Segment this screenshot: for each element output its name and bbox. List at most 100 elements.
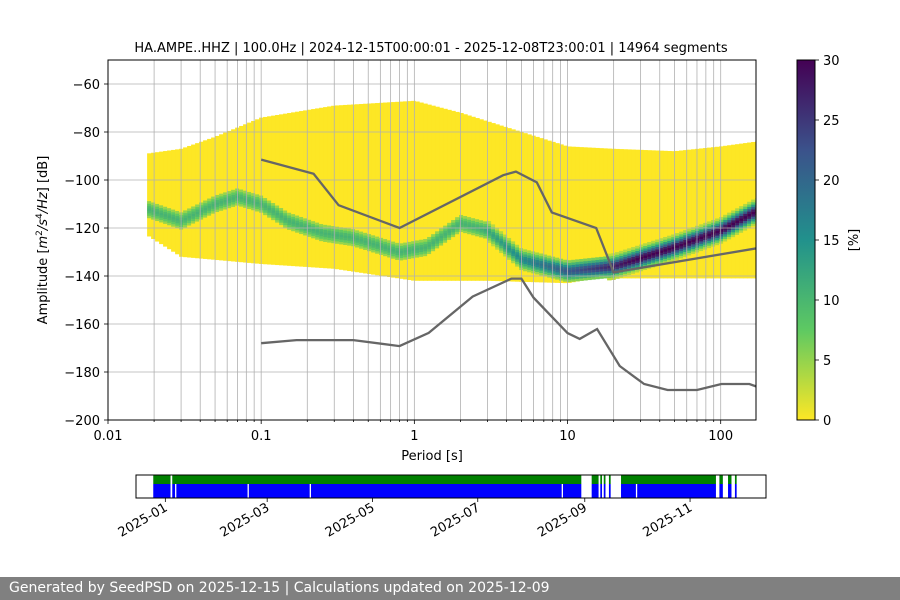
psd-mode-cell bbox=[383, 239, 388, 242]
psd-mode-cell bbox=[363, 242, 368, 246]
psd-mode-cell bbox=[443, 228, 448, 231]
psd-mode-cell bbox=[643, 262, 648, 266]
psd-mode-cell bbox=[739, 230, 744, 233]
psd-mode-cell bbox=[527, 267, 532, 270]
psd-mode-cell bbox=[299, 221, 304, 225]
psd-mode-cell bbox=[647, 261, 652, 264]
psd-mode-cell bbox=[499, 240, 504, 244]
psd-mode-cell bbox=[511, 255, 516, 259]
psd-band-cell bbox=[591, 147, 596, 279]
plot-area bbox=[108, 60, 756, 420]
psd-mode-cell bbox=[731, 224, 736, 228]
psd-mode-cell bbox=[363, 237, 368, 241]
psd-mode-cell bbox=[487, 223, 492, 227]
psd-mode-cell bbox=[379, 240, 384, 243]
psd-mode-cell bbox=[619, 272, 624, 276]
psd-band-cell bbox=[619, 149, 624, 279]
psd-band-cell bbox=[687, 149, 692, 279]
psd-mode-cell bbox=[331, 233, 336, 236]
psd-mode-cell bbox=[651, 262, 656, 266]
psd-mode-cell bbox=[343, 239, 348, 243]
psd-mode-cell bbox=[503, 241, 508, 245]
psd-mode-cell bbox=[747, 211, 752, 215]
psd-band-cell bbox=[291, 112, 296, 267]
psd-mode-cell bbox=[275, 210, 280, 214]
psd-mode-cell bbox=[567, 269, 572, 273]
psd-mode-cell bbox=[463, 225, 468, 229]
psd-mode-cell bbox=[707, 226, 712, 229]
psd-mode-cell bbox=[279, 212, 284, 216]
psd-mode-cell bbox=[335, 233, 340, 237]
psd-mode-cell bbox=[675, 257, 680, 260]
psd-mode-cell bbox=[675, 254, 680, 258]
psd-mode-cell bbox=[327, 225, 332, 229]
psd-band-cell bbox=[539, 138, 544, 283]
psd-mode-cell bbox=[663, 258, 668, 262]
psd-mode-cell bbox=[471, 225, 476, 229]
psd-mode-cell bbox=[735, 232, 740, 235]
psd-mode-cell bbox=[719, 221, 724, 225]
psd-mode-cell bbox=[603, 258, 608, 262]
y-axis: −60 −80 −100 −120 −140 −160 −180 −200 bbox=[64, 78, 108, 429]
psd-mode-cell bbox=[427, 246, 432, 250]
psd-mode-cell bbox=[307, 224, 312, 228]
psd-mode-cell bbox=[391, 248, 396, 252]
psd-mode-cell bbox=[503, 239, 508, 243]
psd-mode-cell bbox=[723, 222, 728, 225]
psd-mode-cell bbox=[667, 247, 672, 251]
psd-heatmap bbox=[147, 100, 756, 284]
psd-mode-cell bbox=[627, 272, 632, 276]
psd-mode-cell bbox=[403, 247, 408, 251]
psd-mode-cell bbox=[663, 246, 668, 250]
psd-mode-cell bbox=[655, 258, 660, 262]
psd-mode-cell bbox=[731, 222, 736, 226]
psd-mode-cell bbox=[419, 239, 424, 243]
psd-figure: HA.AMPE..HHZ | 100.0Hz | 2024-12-15T00:0… bbox=[35, 41, 862, 541]
psd-mode-cell bbox=[383, 241, 388, 245]
psd-mode-cell bbox=[579, 270, 584, 274]
psd-mode-cell bbox=[627, 248, 632, 252]
psd-band-cell bbox=[307, 109, 312, 268]
psd-mode-cell bbox=[147, 205, 152, 209]
psd-mode-cell bbox=[407, 249, 412, 252]
psd-mode-cell bbox=[375, 248, 380, 252]
psd-mode-cell bbox=[655, 246, 660, 250]
psd-mode-cell bbox=[255, 201, 260, 205]
psd-mode-cell bbox=[699, 231, 704, 235]
psd-mode-cell bbox=[707, 235, 712, 239]
psd-mode-cell bbox=[715, 240, 720, 243]
psd-mode-cell bbox=[551, 256, 556, 260]
psd-mode-cell bbox=[583, 258, 588, 262]
psd-mode-cell bbox=[523, 249, 528, 253]
psd-mode-cell bbox=[151, 207, 156, 211]
psd-mode-cell bbox=[147, 203, 152, 207]
psd-mode-cell bbox=[567, 277, 572, 280]
psd-mode-cell bbox=[367, 238, 372, 242]
psd-mode-cell bbox=[479, 234, 484, 238]
psd-mode-cell bbox=[603, 268, 608, 272]
psd-mode-cell bbox=[619, 260, 624, 264]
psd-mode-cell bbox=[355, 244, 360, 248]
psd-mode-cell bbox=[371, 247, 376, 251]
psd-band-cell bbox=[543, 139, 548, 283]
psd-mode-cell bbox=[619, 267, 624, 271]
psd-mode-cell bbox=[651, 245, 656, 249]
psd-mode-cell bbox=[695, 244, 700, 248]
psd-mode-cell bbox=[163, 216, 168, 220]
psd-mode-cell bbox=[291, 226, 296, 229]
psd-mode-cell bbox=[503, 236, 508, 240]
psd-mode-cell bbox=[315, 229, 320, 233]
psd-mode-cell bbox=[267, 200, 272, 204]
x-tick-label: 0.1 bbox=[251, 429, 272, 444]
psd-mode-cell bbox=[175, 222, 180, 226]
psd-mode-cell bbox=[631, 254, 636, 257]
psd-mode-cell bbox=[739, 218, 744, 221]
psd-mode-cell bbox=[707, 233, 712, 237]
psd-mode-cell bbox=[291, 214, 296, 217]
psd-mode-cell bbox=[275, 212, 280, 216]
psd-band-cell bbox=[483, 120, 488, 281]
psd-mode-cell bbox=[743, 220, 748, 224]
psd-mode-cell bbox=[355, 235, 360, 238]
psd-mode-cell bbox=[399, 245, 404, 249]
psd-mode-cell bbox=[211, 206, 216, 209]
